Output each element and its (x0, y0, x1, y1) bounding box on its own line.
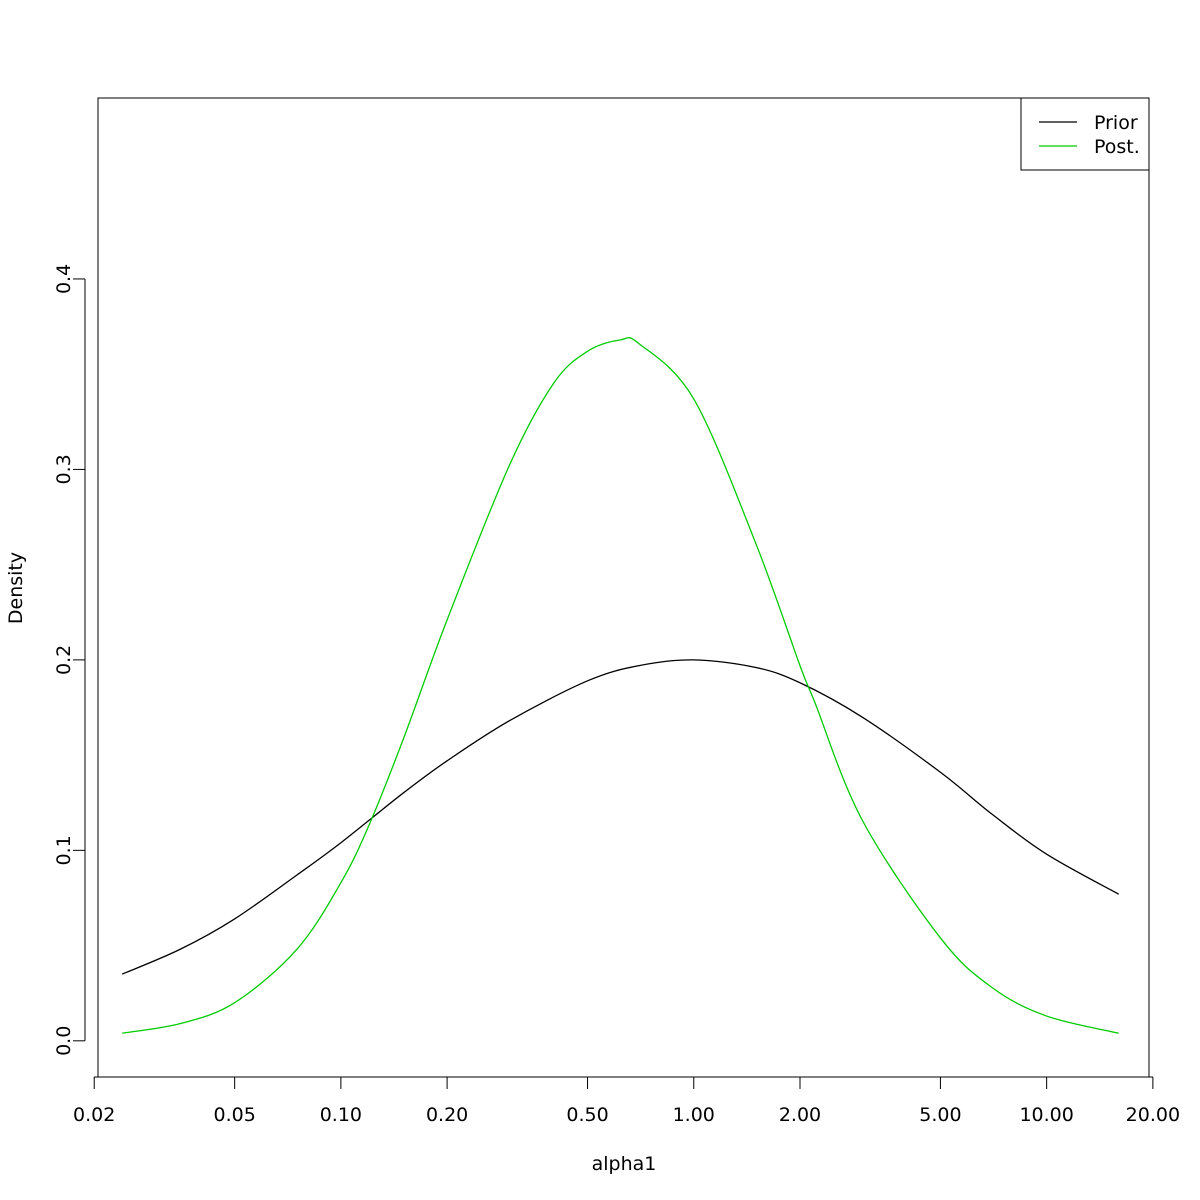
y-axis-label: Density (5, 552, 27, 624)
y-tick-label: 0.3 (53, 454, 75, 484)
x-tick-label: 10.00 (1019, 1104, 1073, 1126)
legend-label-post: Post. (1094, 136, 1140, 158)
legend-box (1020, 97, 1150, 171)
x-tick-label: 1.00 (673, 1104, 715, 1126)
legend-label-prior: Prior (1094, 112, 1138, 134)
y-tick-label: 0.0 (53, 1026, 75, 1056)
x-tick-label: 0.20 (426, 1104, 468, 1126)
series-line-prior (121, 659, 1119, 975)
x-tick-label: 5.00 (919, 1104, 961, 1126)
y-axis: 0.0 0.1 0.2 0.3 0.4 (53, 264, 86, 1056)
legend: Prior Post. (1020, 97, 1150, 171)
x-tick-label: 0.50 (566, 1104, 608, 1126)
x-tick-label: 0.02 (73, 1104, 115, 1126)
y-tick-label: 0.2 (53, 645, 75, 675)
x-tick-label: 20.00 (1126, 1104, 1180, 1126)
plot-frame (97, 97, 1150, 1078)
x-tick-label: 0.05 (213, 1104, 255, 1126)
x-axis-label: alpha1 (592, 1153, 657, 1175)
series-line-post (122, 336, 1119, 1034)
x-tick-label: 2.00 (779, 1104, 821, 1126)
x-axis: 0.02 0.05 0.10 0.20 0.50 1.00 2.00 5.00 10.00 20.… (73, 1076, 1180, 1126)
y-tick-label: 0.1 (53, 835, 75, 865)
series-lines (121, 336, 1119, 1034)
x-tick-label: 0.10 (320, 1104, 362, 1126)
y-tick-label: 0.4 (53, 264, 75, 294)
